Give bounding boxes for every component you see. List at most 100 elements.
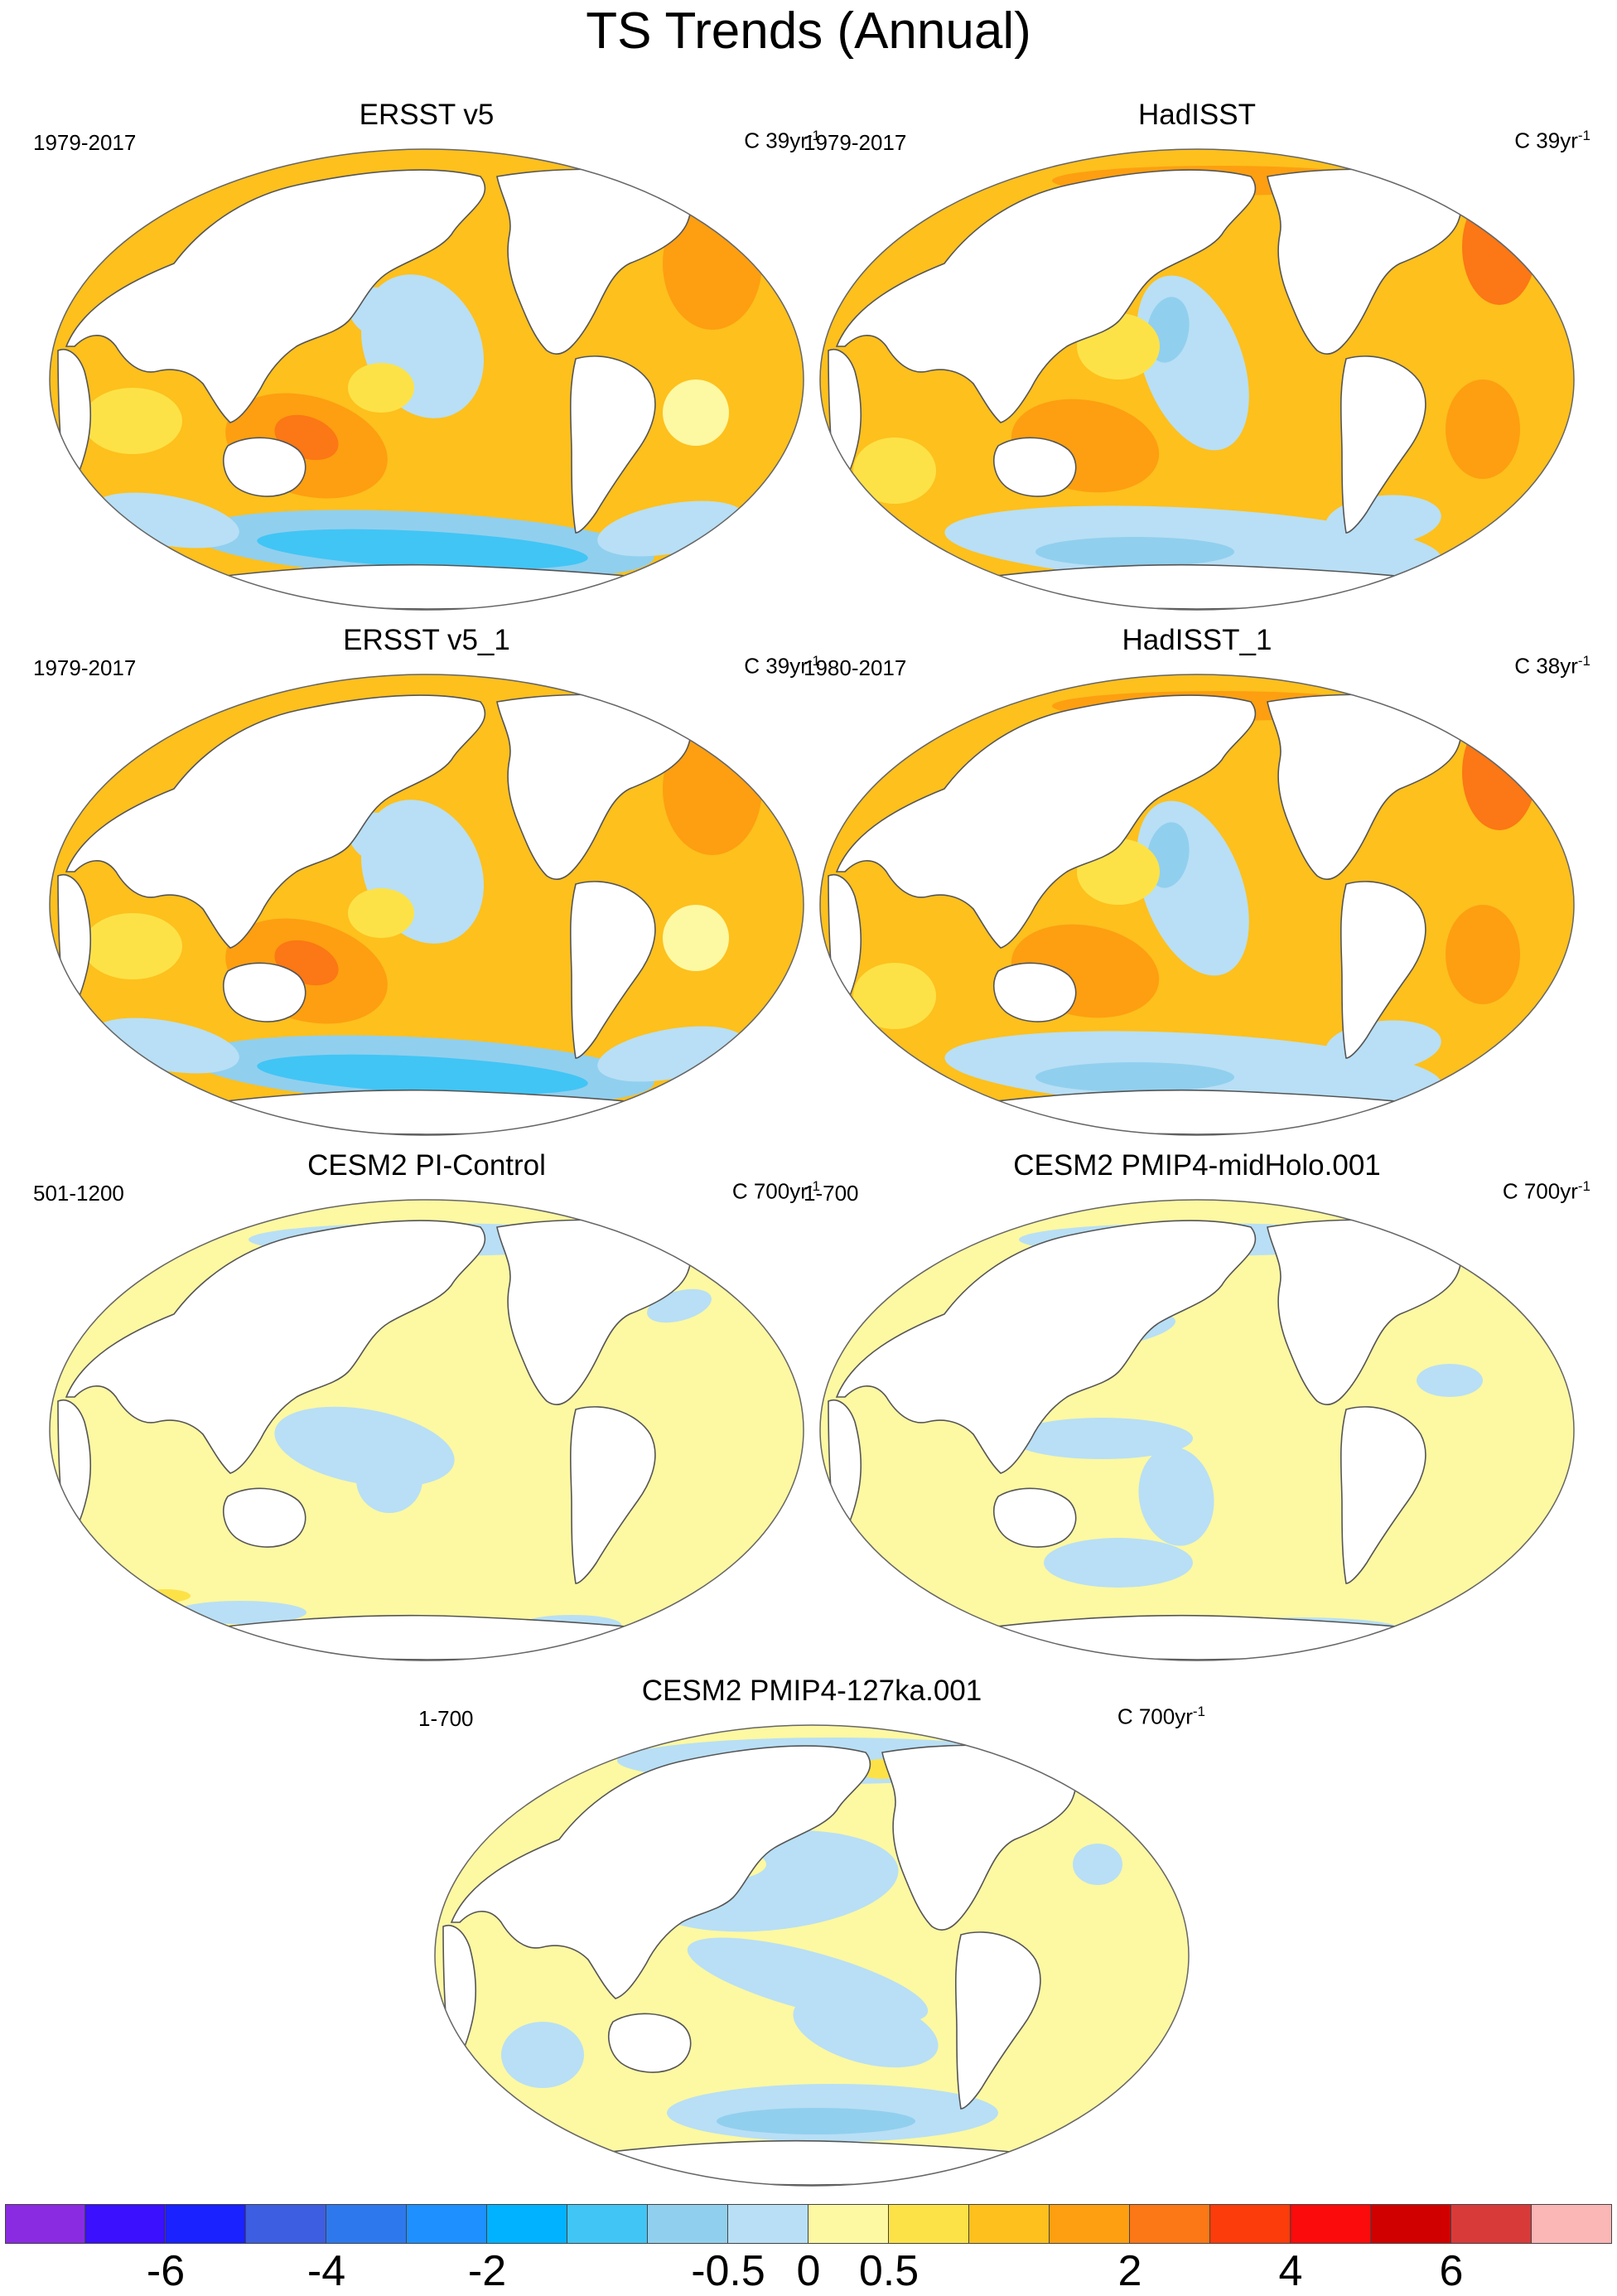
colorbar-swatch xyxy=(246,2204,326,2244)
map-panel: CESM2 PI-Control 501-1200 C 700yr-1 xyxy=(33,1148,820,1662)
anomaly-cool-e-pacific xyxy=(793,1992,939,2068)
continent-south-america xyxy=(1339,1406,1426,1584)
period-label: 1-700 xyxy=(804,1181,859,1206)
units-label: C 38yr-1 xyxy=(1514,648,1590,679)
colorbar-swatch xyxy=(567,2204,648,2244)
continent-greenland xyxy=(1486,695,1556,757)
colorbar-tick-label: 0 xyxy=(796,2247,821,2295)
panel-title: CESM2 PMIP4-127ka.001 xyxy=(641,1675,982,1707)
units-exponent: -1 xyxy=(1577,1178,1590,1194)
anomaly-cool-e-pacific-tongue xyxy=(349,812,413,865)
units-label: C 39yr-1 xyxy=(744,648,820,679)
units-text: C 700yr xyxy=(1117,1704,1193,1729)
continent-asia-europe xyxy=(835,694,1257,949)
continent-australia xyxy=(993,1487,1077,1548)
units-text: C 700yr xyxy=(1502,1178,1578,1204)
continent-australia xyxy=(993,962,1077,1022)
colorbar-tick-label: -0.5 xyxy=(691,2247,765,2295)
units-exponent: -1 xyxy=(1577,653,1590,669)
colorbar-swatch xyxy=(166,2204,246,2244)
anomaly-neutral-indian xyxy=(853,437,936,504)
map-outline xyxy=(49,1199,804,1661)
colorbar-frame xyxy=(5,2204,1612,2244)
map-plot xyxy=(819,674,1575,1136)
colorbar-swatch xyxy=(1210,2204,1291,2244)
map-plot xyxy=(819,1199,1575,1661)
panel-title: CESM2 PI-Control xyxy=(307,1149,546,1182)
continent-asia-europe xyxy=(835,169,1257,423)
colorbar-tick-label: 2 xyxy=(1117,2247,1142,2295)
anomaly-cool-s-pacific-core xyxy=(717,2108,915,2134)
colorbar-swatch xyxy=(969,2204,1050,2244)
figure-title: TS Trends (Annual) xyxy=(586,2,1031,60)
anomaly-cool-so-core xyxy=(1035,1062,1234,1092)
anomaly-neutral-indian xyxy=(83,913,182,979)
map-outline xyxy=(819,674,1575,1136)
anomaly-cool-e-pacific xyxy=(1138,1447,1214,1546)
anomaly-cool-so-core xyxy=(257,1054,588,1095)
map-outline xyxy=(434,1724,1190,2187)
continent-asia-europe xyxy=(65,694,486,949)
units-label: C 700yr-1 xyxy=(732,1173,820,1205)
panel-title: HadISST xyxy=(1138,99,1256,131)
anomaly-warm-n-atlantic xyxy=(1462,714,1537,830)
colorbar-tick-label: -2 xyxy=(467,2247,507,2295)
units-text: C 39yr xyxy=(744,128,808,153)
anomaly-cool-e-pacific-tongue xyxy=(349,287,413,340)
colorbar-tick-label: -4 xyxy=(307,2247,346,2295)
continent-greenland xyxy=(1486,170,1556,232)
units-exponent: -1 xyxy=(807,128,820,143)
colorbar-tick-label: 4 xyxy=(1278,2247,1303,2295)
colorbar: -6 -4 -2 -0.5 0 0.5 2 4 6 xyxy=(5,2204,1612,2296)
continent-asia-europe xyxy=(65,169,486,423)
anomaly-warm-s-atlantic xyxy=(1446,379,1520,479)
continent-asia-europe xyxy=(835,1220,1257,1474)
colorbar-tick-label: -6 xyxy=(146,2247,186,2295)
continent-south-america xyxy=(569,881,656,1059)
map-plot xyxy=(434,1724,1190,2187)
colorbar-swatch xyxy=(889,2204,969,2244)
units-exponent: -1 xyxy=(807,653,820,669)
map-plot xyxy=(49,148,804,611)
map-panel: ERSST v5 1979-2017 C 39yr-1 xyxy=(33,98,820,611)
continent-greenland xyxy=(716,695,785,757)
map-panel: HadISST 1979-2017 C 39yr-1 xyxy=(804,98,1590,611)
colorbar-swatch xyxy=(808,2204,889,2244)
anomaly-cool-so-core xyxy=(257,529,588,570)
continent-south-america xyxy=(1339,355,1426,534)
colorbar-swatch xyxy=(85,2204,166,2244)
anomaly-cool-s-pacific xyxy=(1044,1538,1193,1588)
anomaly-cool-indian xyxy=(501,2022,584,2088)
period-label: 1-700 xyxy=(418,1706,474,1731)
colorbar-tick-label: 6 xyxy=(1439,2247,1464,2295)
units-label: C 700yr-1 xyxy=(1503,1173,1590,1205)
map-outline xyxy=(819,148,1575,611)
colorbar-swatch xyxy=(728,2204,808,2244)
map-plot xyxy=(819,148,1575,611)
continent-australia xyxy=(993,437,1077,497)
units-exponent: -1 xyxy=(1577,128,1590,143)
colorbar-swatch xyxy=(487,2204,567,2244)
period-label: 1980-2017 xyxy=(804,655,907,680)
continent-south-america xyxy=(569,1406,656,1584)
anomaly-neutral-tropics xyxy=(348,363,414,413)
anomaly-neutral-tropics xyxy=(348,888,414,938)
anomaly-neutral-indian xyxy=(853,963,936,1029)
continent-greenland xyxy=(716,1221,785,1283)
units-text: C 38yr xyxy=(1514,653,1578,679)
units-exponent: -1 xyxy=(1192,1704,1205,1719)
colorbar-swatch xyxy=(1291,2204,1371,2244)
continent-australia xyxy=(223,962,307,1022)
panel-title: ERSST v5 xyxy=(359,99,495,131)
anomaly-neutral-s-atlantic xyxy=(663,379,729,446)
anomaly-warm-n-atlantic xyxy=(1462,189,1537,305)
continent-australia xyxy=(223,437,307,497)
anomaly-cool-n-atlantic xyxy=(1073,1844,1122,1885)
colorbar-swatch xyxy=(326,2204,407,2244)
map-outline xyxy=(819,1199,1575,1661)
period-label: 1979-2017 xyxy=(33,130,137,155)
colorbar-swatch xyxy=(1130,2204,1210,2244)
continent-south-america xyxy=(569,355,656,534)
continent-south-america xyxy=(1339,881,1426,1059)
units-exponent: -1 xyxy=(807,1178,820,1194)
